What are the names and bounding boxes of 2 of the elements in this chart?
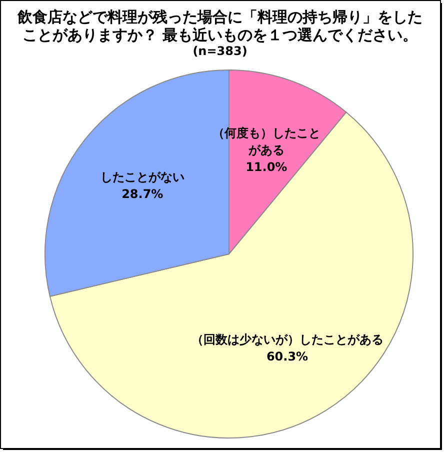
subtitle: (n=383) xyxy=(192,44,248,58)
title: 飲食店などで料理が残った場合に「料理の持ち帰り」をしたことがありますか？ 最も近いものを１つ選んでください。 xyxy=(18,8,422,44)
